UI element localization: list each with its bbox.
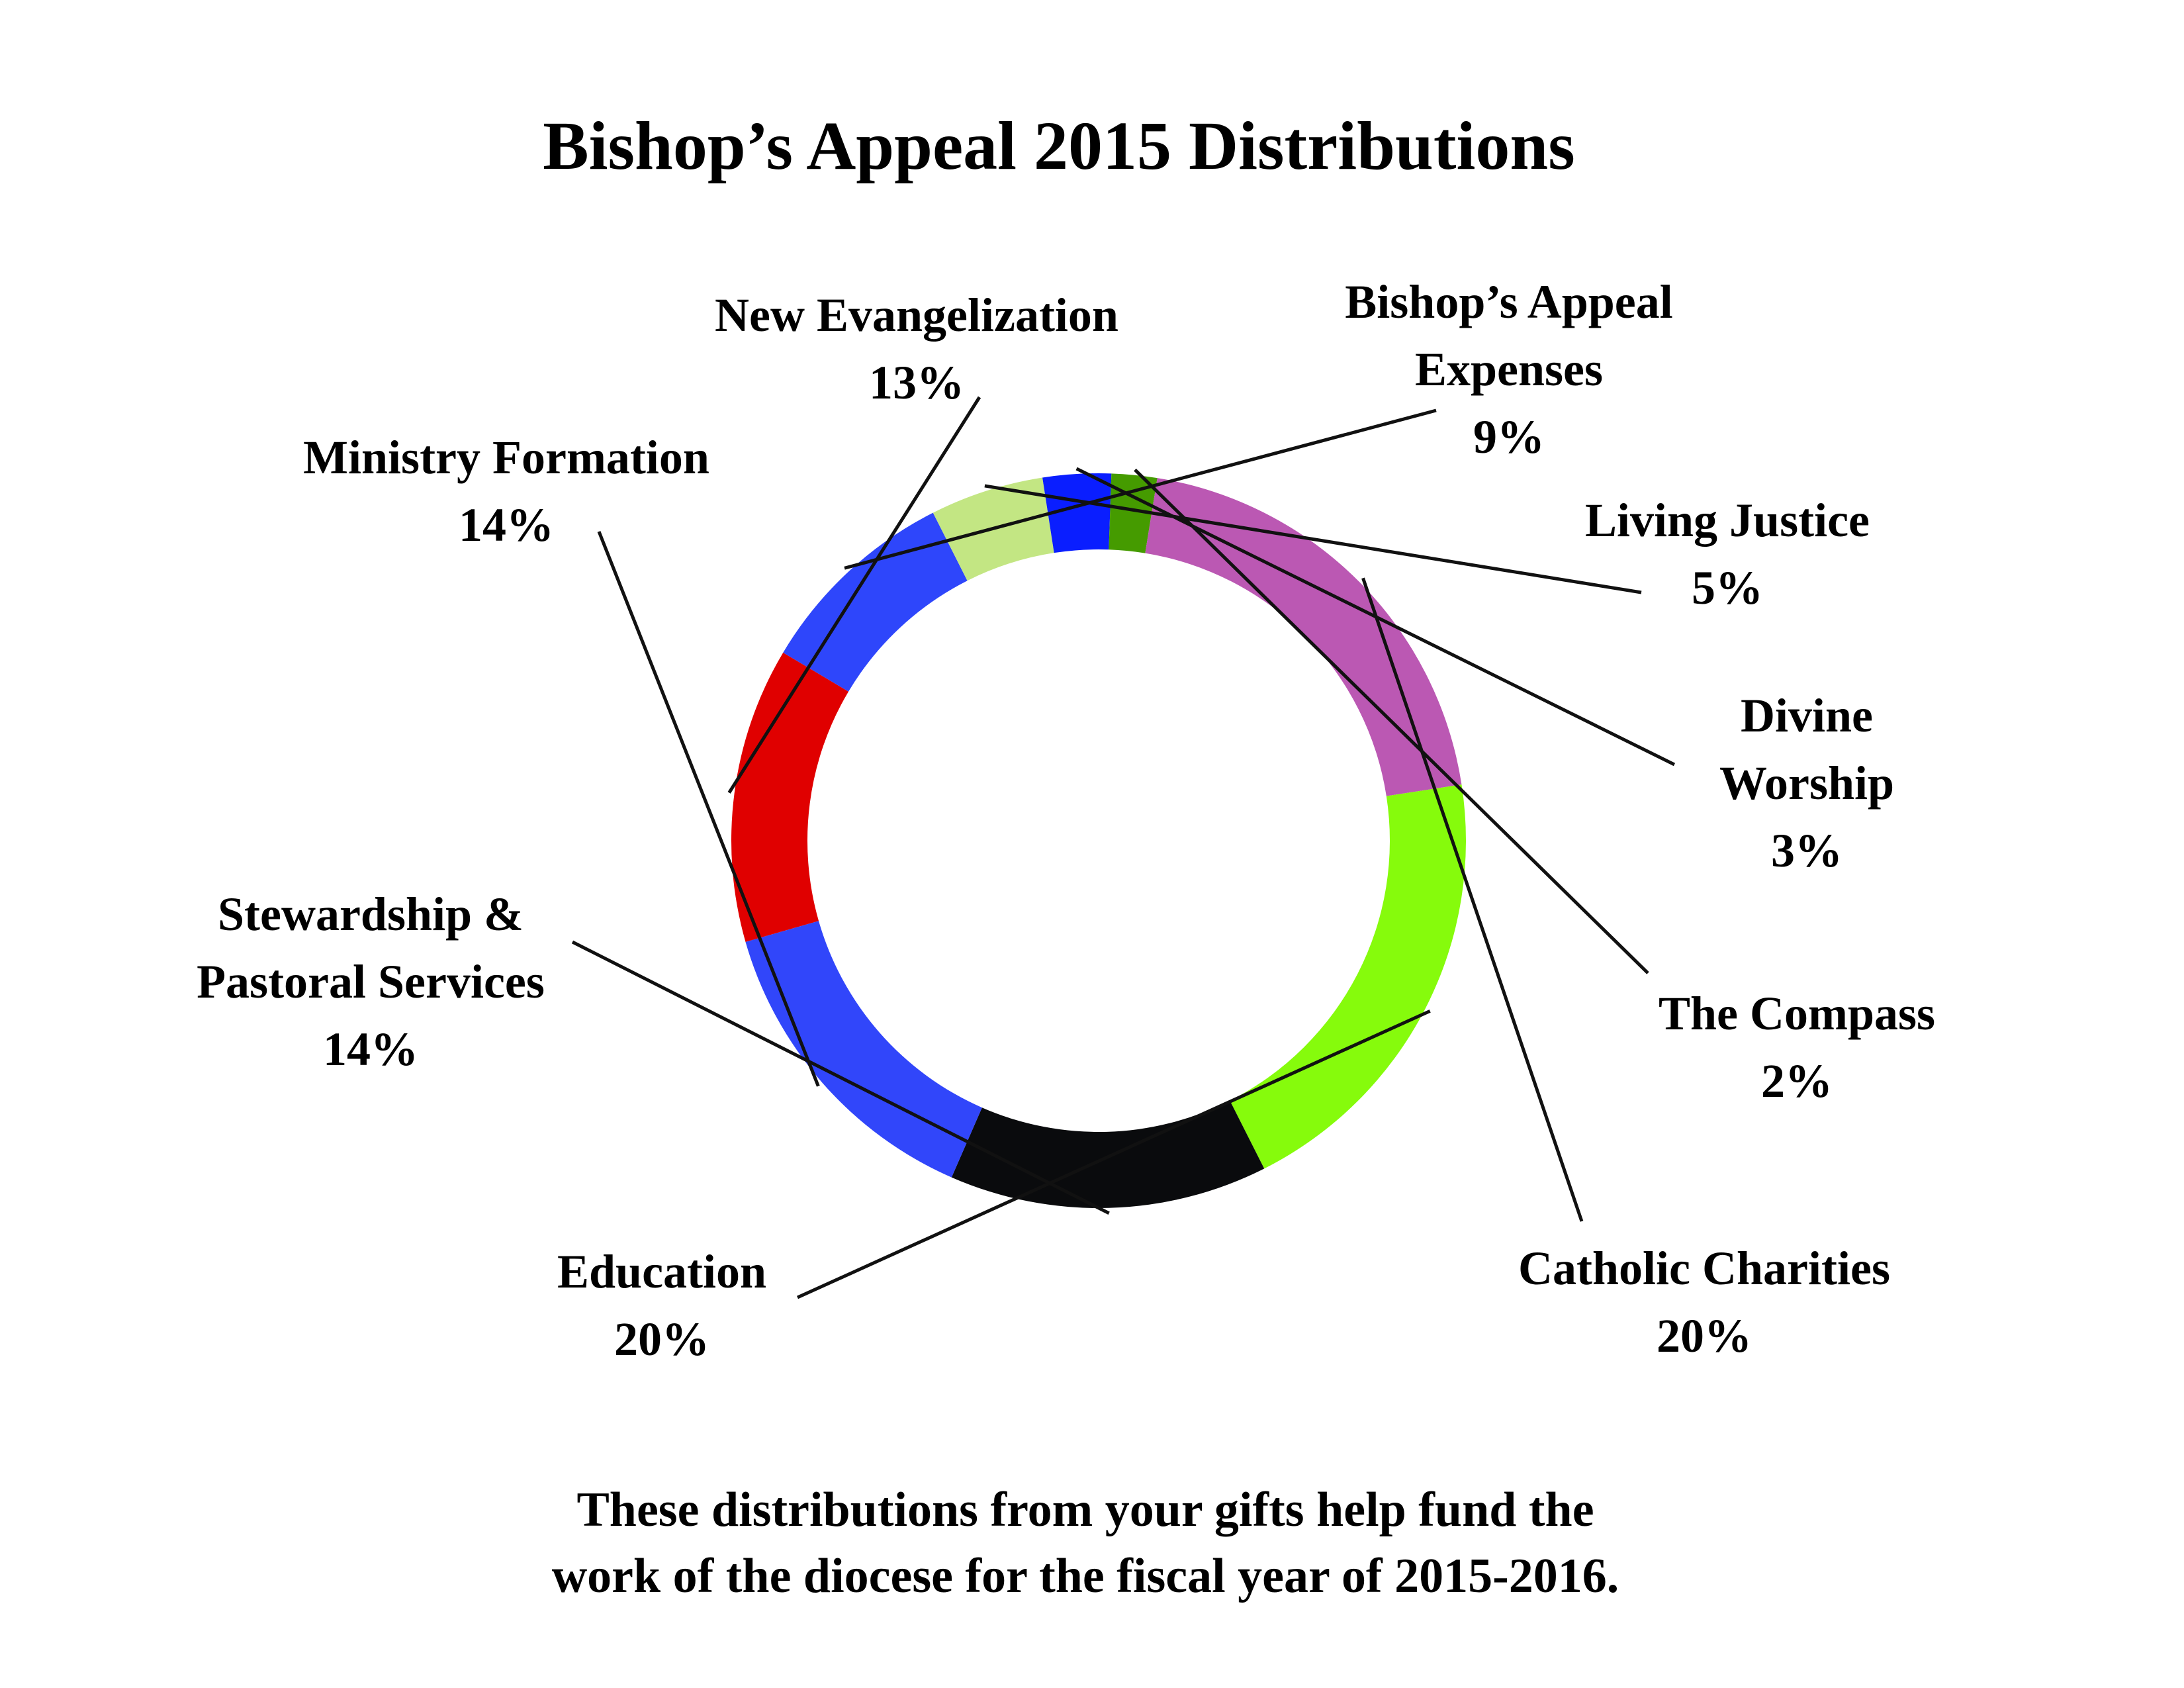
leader-line — [796, 1009, 1431, 1299]
leader-line — [844, 408, 1437, 570]
slice-name-label: Pastoral Services — [197, 955, 545, 1008]
donut-slice — [745, 921, 982, 1178]
slice-value-label: 5% — [1692, 561, 1763, 614]
leader-line — [1134, 468, 1649, 974]
slice-name-label: Catholic Charities — [1518, 1242, 1890, 1295]
slice-name-label: Stewardship & — [218, 888, 523, 941]
slice-value-label: 9% — [1473, 410, 1545, 463]
donut-slice — [951, 1100, 1265, 1209]
slice-name-label: Expenses — [1415, 343, 1603, 396]
slice-value-label: 13% — [869, 356, 964, 409]
slice-name-label: Bishop’s Appeal — [1345, 275, 1673, 328]
slice-name-label: Divine — [1741, 689, 1873, 742]
slice-name-label: Education — [557, 1245, 766, 1298]
donut-slice — [1042, 473, 1112, 553]
slice-value-label: 20% — [1657, 1309, 1752, 1362]
chart-caption-line-2: work of the diocese for the fiscal year … — [552, 1549, 1619, 1603]
leader-line — [1361, 577, 1584, 1222]
donut-slice — [783, 512, 968, 692]
slice-name-label: New Evangelization — [715, 289, 1118, 342]
chart-caption-line-1: These distributions from your gifts help… — [576, 1483, 1594, 1537]
slice-name-label: Living Justice — [1585, 494, 1870, 547]
slice-name-label: Worship — [1719, 757, 1894, 810]
chart-title: Bishop’s Appeal 2015 Distributions — [543, 108, 1574, 184]
slice-value-label: 20% — [614, 1313, 709, 1366]
slice-labels: New Evangelization 13% Bishop’s Appeal Expe… — [197, 275, 1935, 1366]
slice-value-label: 14% — [323, 1023, 418, 1076]
leader-line — [597, 531, 820, 1087]
slice-value-label: 3% — [1771, 824, 1843, 877]
slice-name-label: Ministry Formation — [303, 431, 709, 484]
donut-slice — [731, 652, 849, 942]
leader-line — [727, 396, 981, 794]
donut-slice — [1230, 784, 1466, 1169]
leader-line — [571, 940, 1110, 1215]
slice-value-label: 14% — [459, 498, 554, 551]
donut-slices — [731, 473, 1466, 1209]
leader-line — [984, 484, 1642, 594]
slice-name-label: The Compass — [1659, 987, 1935, 1040]
slice-value-label: 2% — [1761, 1055, 1833, 1107]
leader-lines — [571, 396, 1676, 1299]
